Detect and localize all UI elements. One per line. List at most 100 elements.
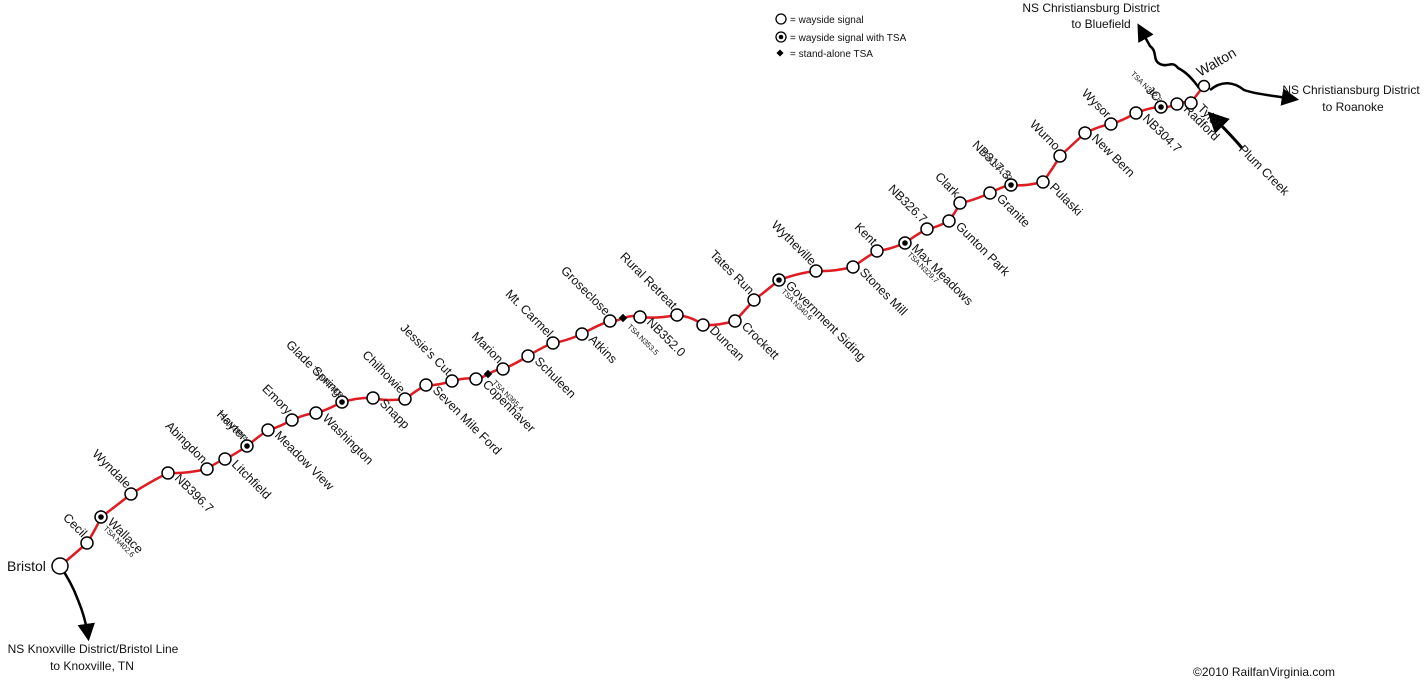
signal-marker-new-bern — [1078, 126, 1092, 140]
station-label-emory: Emory — [259, 382, 295, 418]
station-label-nb396-7: NB396.7 — [172, 471, 216, 515]
station-label-meadow-view: Meadow View — [272, 428, 337, 493]
station-label-max-meadows: Max Meadows — [909, 241, 976, 308]
tsa-dot-max-meadows — [902, 240, 908, 246]
signal-marker-wysor — [1104, 117, 1118, 131]
tsa-dot-hayter — [244, 443, 250, 449]
station-label-tates-run: Tates Run — [707, 247, 757, 297]
signal-marker-clark — [953, 196, 967, 210]
station-label-clark: Clark — [932, 170, 963, 201]
signal-marker-snapp — [366, 391, 380, 405]
tsa-label-jc: TSA N302.6 — [1129, 69, 1164, 104]
legend-wayside-tsa-label: = wayside signal with TSA — [790, 33, 907, 44]
station-label-stones-mill: Stones Mill — [857, 265, 910, 318]
legend-wayside-tsa-dot — [778, 34, 784, 40]
signal-marker-schuleen — [521, 349, 535, 363]
station-label-mt-carmel: Mt. Carmel — [503, 287, 556, 340]
standalone-tsa-marker-tsa-n353-5 — [618, 313, 628, 323]
station-label-atkins: Atkins — [586, 332, 620, 366]
signal-marker-kent — [870, 244, 884, 258]
signal-marker-cecil — [80, 536, 94, 550]
signal-marker-stones-mill — [846, 260, 860, 274]
tsa-dot-wallace — [98, 514, 104, 520]
signal-marker-abingdon — [200, 462, 214, 476]
signal-marker-wyndale — [124, 487, 138, 501]
signal-marker-nb304-7 — [1129, 106, 1143, 120]
signal-marker-litchfield — [218, 452, 232, 466]
tsa-dot-jc — [1158, 104, 1164, 110]
signal-marker-jessie-s-cut — [445, 374, 459, 388]
signal-marker-marion — [496, 362, 510, 376]
standalone-tsa-marker-tsa-n365-4 — [483, 369, 493, 379]
station-label-litchfield: Litchfield — [229, 457, 274, 502]
signal-marker-duncan — [696, 318, 710, 332]
plum-creek-branch-line — [1207, 111, 1244, 149]
signal-marker-mt-carmel — [546, 336, 560, 350]
station-label-cecil: Cecil — [60, 511, 90, 541]
tsa-label-hayter: TSA N390.4 — [215, 408, 250, 443]
signal-marker-gunton-park — [942, 214, 956, 228]
signal-marker-meadow-view — [261, 423, 275, 437]
signal-marker-tates-run — [747, 293, 761, 307]
station-label-government-siding: Government Siding — [783, 278, 869, 364]
signal-marker-granite — [983, 186, 997, 200]
tsa-dot-nb317-3 — [1008, 182, 1014, 188]
knoxville-annotation-line2: to Knoxville, TN — [50, 659, 134, 673]
signal-marker-copenhaver — [469, 372, 483, 386]
signal-marker-crockett — [728, 314, 742, 328]
station-label-gunton-park: Gunton Park — [953, 219, 1013, 279]
tsa-label-nb317-3: TSA N317.2 — [979, 147, 1014, 182]
station-label-marion: Marion — [469, 329, 506, 366]
station-label-jessie-s-cut: Jessie's Cut — [398, 321, 456, 379]
roanoke-branch-line — [1209, 82, 1300, 106]
signal-marker-nb396-7 — [161, 466, 175, 480]
legend-standalone-tsa-icon — [776, 49, 784, 57]
station-label-granite: Granite — [994, 191, 1033, 230]
signal-marker-nb352-0 — [633, 310, 647, 324]
knoxville-branch-line — [58, 565, 95, 642]
station-label-washington: Washington — [320, 411, 376, 467]
station-label-schuleen: Schuleen — [532, 354, 579, 401]
signal-marker-chilhowie — [398, 392, 412, 406]
signal-marker-pulaski — [1036, 175, 1050, 189]
signal-marker-groseclose — [603, 314, 617, 328]
bluefield-branch-line — [1137, 23, 1201, 89]
signal-marker-seven-mile-ford — [419, 378, 433, 392]
signal-marker-rural-retreat — [670, 308, 684, 322]
signal-marker-emory — [285, 413, 299, 427]
station-label-crockett: Crockett — [739, 319, 782, 362]
station-label-kent: Kent — [852, 220, 880, 248]
signal-marker-bristol — [51, 557, 69, 575]
legend-standalone-label: = stand-alone TSA — [790, 49, 873, 60]
station-label-wysor: Wysor — [1079, 86, 1114, 121]
station-label-abingdon: Abingdon — [163, 419, 210, 466]
signal-marker-washington — [309, 406, 323, 420]
walton-label: Walton — [1194, 44, 1239, 79]
tsa-dot-government-siding — [776, 277, 782, 283]
plum-creek-label: Plum Creek — [1236, 142, 1293, 199]
station-label-rural-retreat: Rural Retreat — [617, 250, 680, 313]
signal-marker-tyler — [1184, 96, 1198, 110]
signal-marker-wurno — [1053, 149, 1067, 163]
station-label-pulaski: Pulaski — [1047, 180, 1085, 218]
signal-marker-atkins — [575, 327, 589, 341]
legend-wayside-label: = wayside signal — [790, 15, 864, 26]
walton-junction-signal — [1197, 79, 1211, 93]
signal-marker-radford — [1170, 97, 1184, 111]
station-label-wytheville: Wytheville — [769, 218, 819, 268]
station-label-nb326-7: NB326.7 — [885, 182, 929, 226]
roanoke-annotation-line1: NS Christiansburg District — [1282, 83, 1420, 97]
bluefield-annotation-line1: NS Christiansburg District — [1022, 1, 1160, 15]
station-label-bristol: Bristol — [7, 558, 46, 574]
signal-marker-wytheville — [809, 264, 823, 278]
station-label-copenhaver: Copenhaver — [480, 377, 538, 435]
legend-wayside-signal-icon — [775, 13, 787, 25]
station-label-nb304-7: NB304.7 — [1140, 111, 1184, 155]
roanoke-annotation-line2: to Roanoke — [1322, 100, 1384, 114]
signal-marker-nb326-7 — [920, 222, 934, 236]
bluefield-annotation-line2: to Bluefield — [1071, 17, 1130, 31]
tsa-label-glade-spring: TSA N378.8 — [310, 364, 345, 399]
